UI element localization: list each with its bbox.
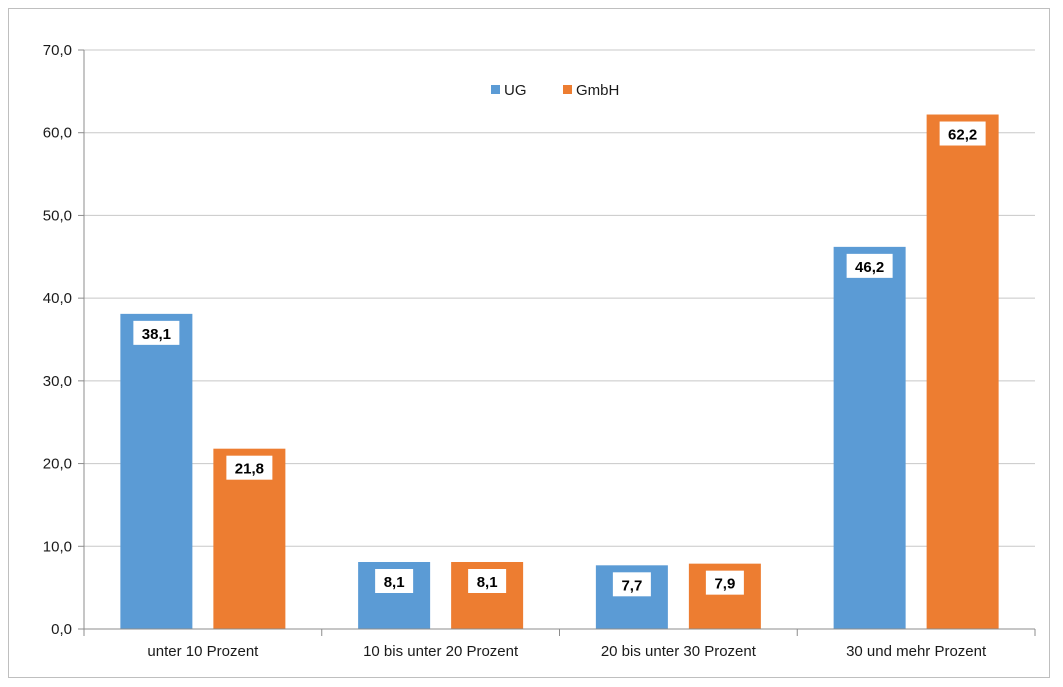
data-label-box — [133, 320, 180, 345]
legend-label-gmbh: GmbH — [576, 82, 619, 99]
data-label-box — [846, 253, 893, 278]
y-axis-ticks: 0,0 10,0 20,0 30,0 40,0 50,0 60,0 70,0 — [43, 42, 84, 638]
x-tick-label: 10 bis unter 20 Prozent — [363, 643, 519, 660]
y-tick-label: 20,0 — [43, 456, 72, 473]
y-tick-label: 0,0 — [51, 621, 72, 638]
bar-ug — [120, 313, 193, 629]
legend-swatch-gmbh — [563, 85, 572, 94]
bar-gmbh — [926, 114, 999, 629]
data-label-box — [375, 569, 414, 594]
data-label: 8,1 — [477, 574, 498, 591]
bars: 38,1 21,8 8,1 8,1 7,7 7,9 46,2 62,2 — [120, 114, 999, 630]
y-tick-label: 40,0 — [43, 290, 72, 307]
data-label: 7,9 — [714, 576, 735, 593]
bar-ug — [833, 246, 906, 630]
y-tick-label: 10,0 — [43, 538, 72, 555]
data-label-box — [226, 455, 273, 480]
y-tick-label: 70,0 — [43, 42, 72, 59]
x-tick-label: unter 10 Prozent — [147, 643, 259, 660]
data-label: 62,2 — [948, 127, 977, 144]
x-tick-label: 30 und mehr Prozent — [846, 643, 987, 660]
legend-swatch-ug — [491, 85, 500, 94]
legend: UG GmbH — [491, 82, 619, 99]
x-tick-label: 20 bis unter 30 Prozent — [601, 643, 757, 660]
y-tick-label: 60,0 — [43, 125, 72, 142]
data-label-box — [705, 570, 744, 595]
x-axis: unter 10 Prozent 10 bis unter 20 Prozent 2… — [83, 50, 1036, 660]
y-tick-label: 50,0 — [43, 207, 72, 224]
data-label-box — [468, 569, 507, 594]
data-label: 38,1 — [142, 326, 171, 343]
data-label: 7,7 — [621, 577, 642, 594]
data-label: 8,1 — [384, 574, 405, 591]
data-label-box — [612, 572, 651, 597]
data-label: 21,8 — [235, 461, 264, 478]
y-tick-label: 30,0 — [43, 373, 72, 390]
legend-label-ug: UG — [504, 82, 527, 99]
data-label: 46,2 — [855, 259, 884, 276]
data-label-box — [939, 121, 986, 146]
